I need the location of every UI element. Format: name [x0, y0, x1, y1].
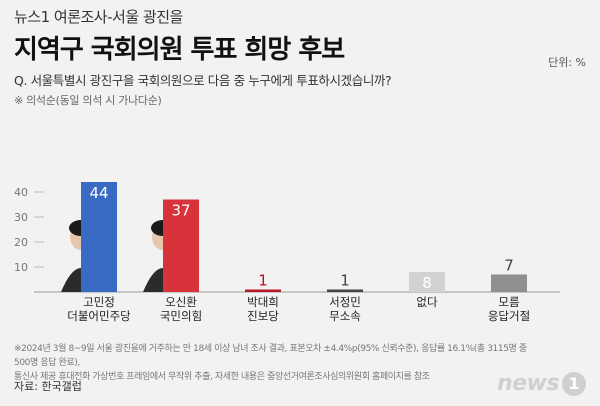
footnote-line-1: ※2024년 3월 8~9일 서울 광진을에 거주하는 만 18세 이상 남녀 …	[14, 344, 527, 368]
header: 뉴스1 여론조사-서울 광진을 지역구 국회의원 투표 희망 후보 단위: % …	[14, 6, 586, 108]
category-label: 모름	[498, 295, 519, 309]
y-tick-label: 40	[14, 186, 28, 199]
page-title: 지역구 국회의원 투표 희망 후보	[14, 35, 345, 65]
survey-question: Q. 서울특별시 광진구을 국회의원으로 다음 중 누구에게 투표하시겠습니까?	[14, 73, 392, 88]
y-tick-label: 20	[14, 236, 28, 249]
y-tick-label: 10	[14, 261, 28, 274]
bar	[491, 274, 527, 292]
data-label: 1	[340, 272, 350, 290]
category-label: 없다	[416, 295, 438, 309]
data-label: 1	[258, 272, 268, 290]
category-label: 고민정	[83, 295, 115, 309]
logo-mark: 1	[562, 371, 586, 396]
bar	[81, 182, 117, 292]
category-label: 응답거절	[488, 309, 530, 323]
source-label: 자료: 한국갤럽	[14, 380, 82, 393]
bar	[163, 199, 199, 292]
survey-footnote: ※2024년 3월 8~9일 서울 광진을에 거주하는 만 18세 이상 남녀 …	[14, 342, 534, 384]
kicker: 뉴스1 여론조사-서울 광진을	[14, 8, 183, 26]
order-note: ※ 의석순(동일 의석 시 가나다순)	[14, 94, 162, 107]
category-label: 무소속	[329, 309, 361, 323]
category-label: 진보당	[247, 309, 279, 323]
logo-text: news	[496, 371, 560, 396]
bar	[327, 289, 363, 292]
data-label: 37	[171, 202, 190, 220]
y-tick-label: 30	[14, 211, 28, 224]
data-label: 7	[504, 257, 514, 275]
category-label: 오신환	[165, 295, 197, 309]
bar	[245, 289, 281, 292]
category-label: 더불어민주당	[67, 309, 131, 323]
bar	[409, 272, 445, 292]
category-label: 박대희	[247, 295, 279, 309]
category-label: 서정민	[329, 295, 361, 309]
footnote-line-2: 통신사 제공 휴대전화 가상번호 프레임에서 무작위 추출, 자세한 내용은 중…	[14, 372, 430, 382]
data-label: 8	[422, 274, 432, 292]
unit-label: 단위: %	[548, 56, 586, 69]
category-label: 국민의힘	[160, 309, 202, 323]
news1-logo: news 1	[497, 371, 586, 396]
data-label: 44	[89, 184, 108, 202]
